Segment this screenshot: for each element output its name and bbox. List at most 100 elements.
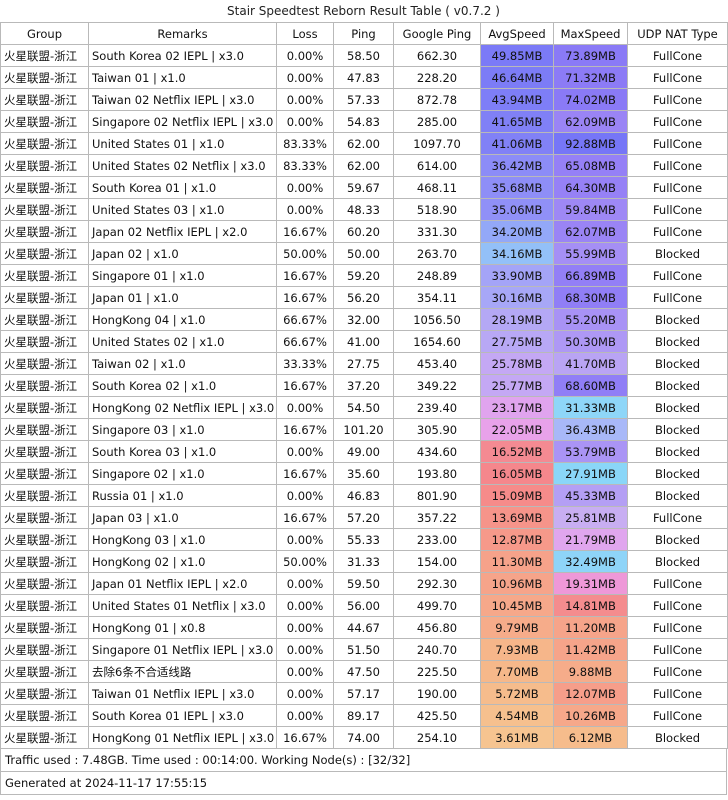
cell-group: 火星联盟-浙江 [0, 374, 89, 397]
cell-google-ping: 1654.60 [393, 330, 481, 353]
table-row: 火星联盟-浙江 South Korea 03 | x1.0 0.00% 49.00 43… [0, 440, 728, 463]
header-avg-speed: AvgSpeed [480, 22, 554, 45]
cell-avg-speed: 35.06MB [480, 198, 554, 221]
cell-ping: 31.33 [333, 550, 394, 573]
cell-max-speed: 68.60MB [553, 374, 628, 397]
cell-max-speed: 55.99MB [553, 242, 628, 265]
cell-loss: 0.00% [276, 594, 334, 617]
cell-max-speed: 31.33MB [553, 396, 628, 419]
cell-ping: 62.00 [333, 132, 394, 155]
cell-google-ping: 1056.50 [393, 308, 481, 331]
cell-ping: 59.67 [333, 176, 394, 199]
cell-avg-speed: 41.65MB [480, 110, 554, 133]
header-google-ping: Google Ping [393, 22, 481, 45]
cell-ping: 59.20 [333, 264, 394, 287]
cell-udp-nat-type: Blocked [627, 484, 728, 507]
cell-max-speed: 71.32MB [553, 66, 628, 89]
cell-loss: 0.00% [276, 704, 334, 727]
cell-avg-speed: 25.77MB [480, 374, 554, 397]
cell-group: 火星联盟-浙江 [0, 704, 89, 727]
cell-avg-speed: 23.17MB [480, 396, 554, 419]
cell-loss: 0.00% [276, 660, 334, 683]
table-row: 火星联盟-浙江 Singapore 02 Netflix IEPL | x3.0 0… [0, 110, 728, 133]
cell-google-ping: 614.00 [393, 154, 481, 177]
cell-loss: 33.33% [276, 352, 334, 375]
cell-remarks: South Korea 02 IEPL | x3.0 [88, 44, 277, 67]
cell-group: 火星联盟-浙江 [0, 550, 89, 573]
table-title: Stair Speedtest Reborn Result Table ( v0… [227, 4, 500, 18]
table-row: 火星联盟-浙江 Singapore 01 | x1.0 16.67% 59.20 248… [0, 264, 728, 287]
cell-avg-speed: 30.16MB [480, 286, 554, 309]
cell-group: 火星联盟-浙江 [0, 726, 89, 749]
table-row: 火星联盟-浙江 Taiwan 02 | x1.0 33.33% 27.75 453.40… [0, 352, 728, 375]
cell-remarks: Taiwan 01 Netflix IEPL | x3.0 [88, 682, 277, 705]
cell-group: 火星联盟-浙江 [0, 572, 89, 595]
cell-group: 火星联盟-浙江 [0, 44, 89, 67]
cell-ping: 50.00 [333, 242, 394, 265]
cell-group: 火星联盟-浙江 [0, 330, 89, 353]
cell-max-speed: 62.07MB [553, 220, 628, 243]
cell-avg-speed: 11.30MB [480, 550, 554, 573]
cell-loss: 0.00% [276, 88, 334, 111]
cell-max-speed: 62.09MB [553, 110, 628, 133]
cell-google-ping: 240.70 [393, 638, 481, 661]
cell-max-speed: 74.02MB [553, 88, 628, 111]
cell-max-speed: 21.79MB [553, 528, 628, 551]
cell-group: 火星联盟-浙江 [0, 396, 89, 419]
table-row: 火星联盟-浙江 United States 02 Netflix | x3.0 83… [0, 154, 728, 177]
cell-loss: 0.00% [276, 440, 334, 463]
header-row: Group Remarks Loss Ping Google Ping AvgS… [0, 22, 728, 45]
cell-udp-nat-type: FullCone [627, 594, 728, 617]
table-row: 火星联盟-浙江 Singapore 01 Netflix IEPL | x3.0 0… [0, 638, 728, 661]
cell-max-speed: 27.91MB [553, 462, 628, 485]
cell-udp-nat-type: Blocked [627, 462, 728, 485]
cell-max-speed: 45.33MB [553, 484, 628, 507]
cell-udp-nat-type: Blocked [627, 440, 728, 463]
table-row: 火星联盟-浙江 Japan 01 Netflix IEPL | x2.0 0.00%… [0, 572, 728, 595]
table-row: 火星联盟-浙江 去除6条不合适线路 0.00% 47.50 225.50 7.70MB 9.… [0, 660, 728, 683]
cell-remarks: Japan 01 | x1.0 [88, 286, 277, 309]
cell-remarks: South Korea 02 | x1.0 [88, 374, 277, 397]
cell-loss: 16.67% [276, 418, 334, 441]
cell-group: 火星联盟-浙江 [0, 682, 89, 705]
cell-avg-speed: 5.72MB [480, 682, 554, 705]
cell-loss: 16.67% [276, 726, 334, 749]
cell-loss: 16.67% [276, 374, 334, 397]
cell-avg-speed: 28.19MB [480, 308, 554, 331]
table-row: 火星联盟-浙江 HongKong 04 | x1.0 66.67% 32.00 1056… [0, 308, 728, 331]
cell-remarks: Singapore 01 | x1.0 [88, 264, 277, 287]
cell-avg-speed: 34.16MB [480, 242, 554, 265]
cell-ping: 48.33 [333, 198, 394, 221]
cell-loss: 66.67% [276, 330, 334, 353]
cell-loss: 0.00% [276, 198, 334, 221]
cell-avg-speed: 7.70MB [480, 660, 554, 683]
cell-google-ping: 233.00 [393, 528, 481, 551]
cell-google-ping: 468.11 [393, 176, 481, 199]
cell-google-ping: 499.70 [393, 594, 481, 617]
cell-max-speed: 73.89MB [553, 44, 628, 67]
cell-udp-nat-type: FullCone [627, 264, 728, 287]
cell-ping: 55.33 [333, 528, 394, 551]
cell-remarks: 去除6条不合适线路 [88, 660, 277, 683]
cell-group: 火星联盟-浙江 [0, 440, 89, 463]
cell-ping: 56.00 [333, 594, 394, 617]
cell-google-ping: 239.40 [393, 396, 481, 419]
cell-loss: 50.00% [276, 242, 334, 265]
cell-google-ping: 1097.70 [393, 132, 481, 155]
cell-udp-nat-type: FullCone [627, 176, 728, 199]
cell-avg-speed: 49.85MB [480, 44, 554, 67]
cell-ping: 57.17 [333, 682, 394, 705]
cell-group: 火星联盟-浙江 [0, 198, 89, 221]
table-row: 火星联盟-浙江 Singapore 03 | x1.0 16.67% 101.20 30… [0, 418, 728, 441]
table-row: 火星联盟-浙江 HongKong 01 | x0.8 0.00% 44.67 456.8… [0, 616, 728, 639]
cell-ping: 37.20 [333, 374, 394, 397]
cell-max-speed: 59.84MB [553, 198, 628, 221]
cell-loss: 0.00% [276, 616, 334, 639]
cell-max-speed: 6.12MB [553, 726, 628, 749]
header-group: Group [0, 22, 89, 45]
cell-max-speed: 14.81MB [553, 594, 628, 617]
cell-google-ping: 354.11 [393, 286, 481, 309]
cell-udp-nat-type: FullCone [627, 44, 728, 67]
cell-group: 火星联盟-浙江 [0, 418, 89, 441]
cell-remarks: Japan 02 | x1.0 [88, 242, 277, 265]
